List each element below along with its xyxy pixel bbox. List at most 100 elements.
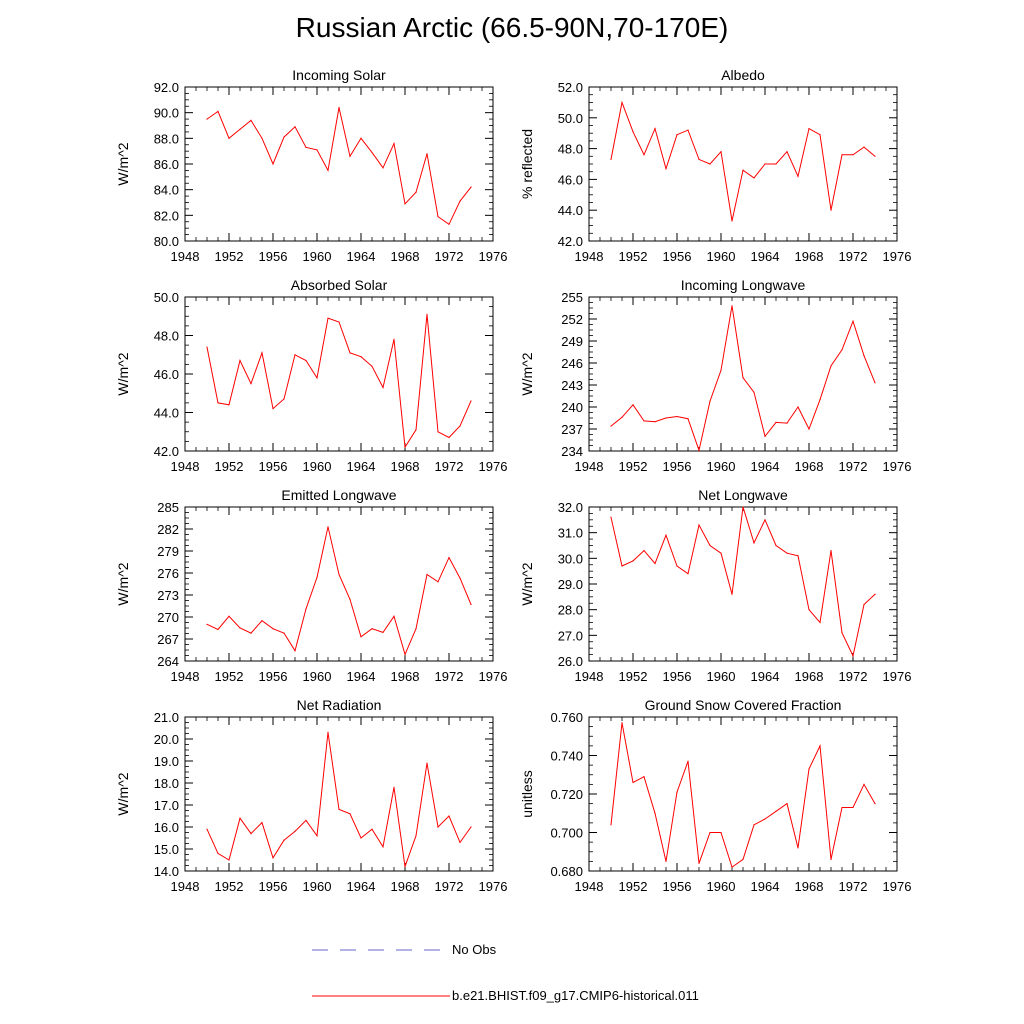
data-point [698, 158, 700, 160]
data-point [720, 369, 722, 371]
data-point [305, 359, 307, 362]
y-tick-label: 29.0 [558, 577, 583, 592]
data-point [206, 828, 208, 830]
data-point [250, 119, 252, 121]
x-tick-label: 1972 [435, 879, 464, 894]
data-point [753, 391, 755, 393]
y-tick-label: 90.0 [154, 106, 179, 121]
data-point [819, 621, 821, 624]
data-point [382, 386, 384, 389]
y-tick-label: 0.720 [550, 787, 583, 802]
x-tick-label: 1956 [259, 249, 288, 264]
y-tick-label: 276 [157, 566, 179, 581]
data-point [261, 352, 263, 354]
data-point [239, 817, 241, 819]
x-tick-label: 1956 [663, 459, 692, 474]
data-point [632, 131, 634, 133]
data-point [459, 425, 461, 427]
data-point [863, 355, 865, 357]
y-tick-label: 252 [561, 312, 583, 327]
data-point [775, 421, 777, 423]
plot-frame [588, 716, 898, 872]
data-point [764, 818, 766, 820]
x-tick-label: 1952 [619, 249, 648, 264]
x-tick-label: 1976 [479, 249, 508, 264]
y-tick-label: 18.0 [154, 776, 179, 791]
legend-model-label: b.e21.BHIST.f09_g17.CMIP6-historical.011 [452, 988, 699, 1003]
x-tick-label: 1976 [883, 459, 912, 474]
y-tick-label: 50.0 [154, 290, 179, 305]
data-point [272, 628, 274, 630]
data-point [305, 819, 307, 822]
data-point [819, 745, 821, 747]
data-point [250, 383, 252, 385]
data-point [786, 151, 788, 153]
y-tick-label: 32.0 [558, 500, 583, 515]
data-point [448, 436, 450, 439]
data-point [360, 837, 362, 839]
data-point [217, 628, 219, 631]
y-tick-label: 52.0 [558, 80, 583, 95]
y-tick-label: 80.0 [154, 234, 179, 249]
data-point [874, 803, 876, 805]
data-point [426, 573, 428, 576]
data-point [665, 417, 667, 419]
x-tick-label: 1952 [215, 669, 244, 684]
data-point [437, 826, 439, 828]
data-point [272, 163, 274, 165]
data-point [371, 365, 373, 367]
data-point [720, 552, 722, 554]
data-point [621, 565, 623, 567]
data-point [841, 632, 843, 634]
y-tick-label: 88.0 [154, 131, 179, 146]
series-line [610, 100, 876, 222]
data-point [448, 557, 450, 559]
data-point [797, 175, 799, 177]
data-point [610, 516, 612, 518]
data-point [404, 203, 406, 205]
x-tick-label: 1960 [303, 669, 332, 684]
data-point [753, 824, 755, 826]
x-tick-label: 1948 [171, 879, 200, 894]
y-tick-label: 26.0 [558, 654, 583, 669]
data-point [437, 216, 439, 218]
figure-title: Russian Arctic (66.5-90N,70-170E) [295, 12, 729, 43]
data-point [819, 399, 821, 401]
data-point [261, 620, 263, 622]
x-tick-label: 1956 [259, 459, 288, 474]
x-tick-label: 1964 [347, 459, 376, 474]
data-point [775, 163, 777, 165]
y-tick-label: 0.740 [550, 749, 583, 764]
y-tick-label: 21.0 [154, 710, 179, 725]
panel-6: Net Longwave W/m^2 1948 1952 1956 1960 1964 196… [519, 487, 911, 684]
data-point [632, 781, 634, 784]
y-tick-label: 255 [561, 290, 583, 305]
series-line [206, 732, 472, 867]
series-line [206, 314, 472, 449]
data-point [654, 812, 656, 814]
x-tick-label: 1964 [347, 249, 376, 264]
y-tick-label: 234 [561, 444, 583, 459]
data-point [294, 650, 296, 652]
x-tick-label: 1960 [707, 669, 736, 684]
data-point [654, 421, 656, 423]
data-point [709, 544, 711, 547]
y-axis-label: % reflected [519, 129, 535, 199]
data-point [731, 220, 733, 222]
data-point [459, 200, 461, 202]
plot-frame [588, 296, 898, 452]
data-point [283, 398, 285, 400]
y-tick-label: 44.0 [558, 203, 583, 218]
data-point [742, 506, 744, 508]
data-point [731, 866, 733, 868]
x-tick-label: 1972 [435, 459, 464, 474]
data-point [448, 223, 450, 225]
data-point [731, 593, 733, 595]
data-point [338, 808, 340, 811]
panel-title: Incoming Solar [292, 67, 386, 83]
data-point [786, 803, 788, 805]
data-point [764, 163, 766, 165]
data-point [621, 722, 623, 724]
x-tick-label: 1952 [215, 879, 244, 894]
data-point [863, 783, 865, 785]
